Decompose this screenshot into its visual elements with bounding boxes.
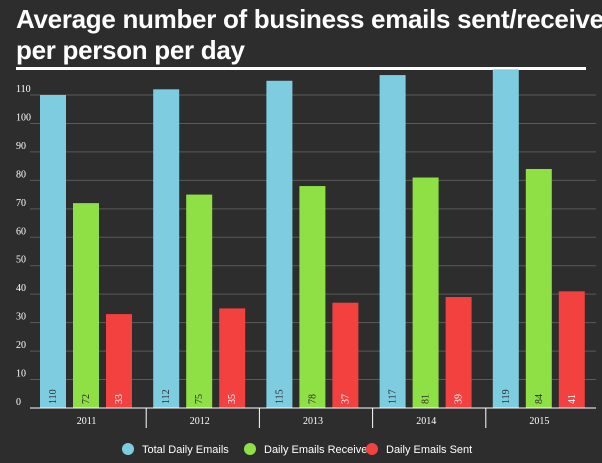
legend-swatch-1 — [244, 443, 256, 455]
chart-title-line-2: per person per day — [16, 35, 245, 65]
y-tick-label-70: 70 — [16, 198, 26, 209]
y-tick-label-80: 80 — [16, 169, 26, 180]
legend-label-2: Daily Emails Sent — [386, 444, 472, 456]
axes: 0 10 20 30 40 50 60 70 80 90 100 110 2011 2012 2013 201… — [16, 84, 596, 428]
bar-2014-1 — [412, 177, 439, 408]
legend: Total Daily Emails Daily Emails Received D… — [122, 443, 472, 456]
x-category-label-2015: 2015 — [529, 416, 549, 427]
bar-value-label-2015-2: 41 — [567, 394, 578, 404]
y-tick-label-30: 30 — [16, 312, 26, 323]
y-tick-label-60: 60 — [16, 226, 26, 237]
bar-2011-1 — [73, 203, 99, 408]
bar-2014-2 — [445, 297, 472, 408]
bar-2014-0 — [379, 75, 406, 408]
bar-2013-2 — [332, 302, 359, 408]
x-category-label-2014: 2014 — [416, 416, 436, 427]
bar-2015-0 — [492, 69, 519, 409]
bar-value-label-2011-1: 72 — [81, 394, 92, 404]
bar-value-label-2012-2: 35 — [227, 394, 238, 404]
bar-value-label-2013-2: 37 — [340, 394, 351, 404]
y-tick-label-100: 100 — [16, 112, 31, 123]
bar-2013-1 — [299, 186, 326, 408]
x-category-label-2011: 2011 — [77, 416, 97, 427]
bar-2011-2 — [106, 314, 132, 408]
bar-2012-2 — [219, 308, 246, 408]
y-tick-label-10: 10 — [16, 369, 26, 380]
bar-value-label-2012-0: 112 — [161, 389, 172, 404]
y-tick-label-0: 0 — [16, 397, 21, 408]
bar-2012-1 — [186, 194, 213, 408]
chart-title-line-1: Average number of business emails sent/r… — [16, 4, 602, 34]
y-tick-label-50: 50 — [16, 255, 26, 266]
legend-label-0: Total Daily Emails — [142, 444, 229, 456]
y-tick-label-40: 40 — [16, 283, 26, 294]
bar-value-label-2013-0: 115 — [274, 389, 285, 404]
chart-title: Average number of business emails sent/r… — [16, 4, 602, 66]
bar-value-label-2014-1: 81 — [421, 394, 432, 404]
title-underline — [16, 67, 586, 70]
bar-2012-0 — [153, 89, 180, 409]
legend-label-1: Daily Emails Received — [264, 444, 373, 456]
bar-value-label-2013-1: 78 — [307, 394, 318, 404]
bar-2013-0 — [266, 80, 293, 408]
bar-value-label-2014-0: 117 — [388, 389, 399, 404]
bar-value-label-2011-2: 33 — [114, 394, 125, 404]
bar-value-label-2014-2: 39 — [454, 394, 465, 404]
x-category-label-2013: 2013 — [303, 416, 323, 427]
bar-value-label-2011-0: 110 — [48, 389, 59, 404]
legend-swatch-2 — [366, 443, 378, 455]
bar-2015-1 — [525, 168, 552, 408]
y-tick-label-110: 110 — [16, 84, 31, 95]
bar-2015-2 — [558, 291, 585, 408]
bar-value-label-2015-0: 119 — [501, 389, 512, 404]
legend-swatch-0 — [122, 443, 134, 455]
bars: 110 72 33 112 75 35 115 78 37 117 81 39 119 84 41 — [40, 69, 585, 409]
y-tick-label-90: 90 — [16, 141, 26, 152]
bar-value-label-2015-1: 84 — [534, 394, 545, 404]
bar-2011-0 — [40, 95, 66, 408]
bar-value-label-2012-1: 75 — [194, 394, 205, 404]
x-category-label-2012: 2012 — [190, 416, 210, 427]
y-tick-label-20: 20 — [16, 340, 26, 351]
